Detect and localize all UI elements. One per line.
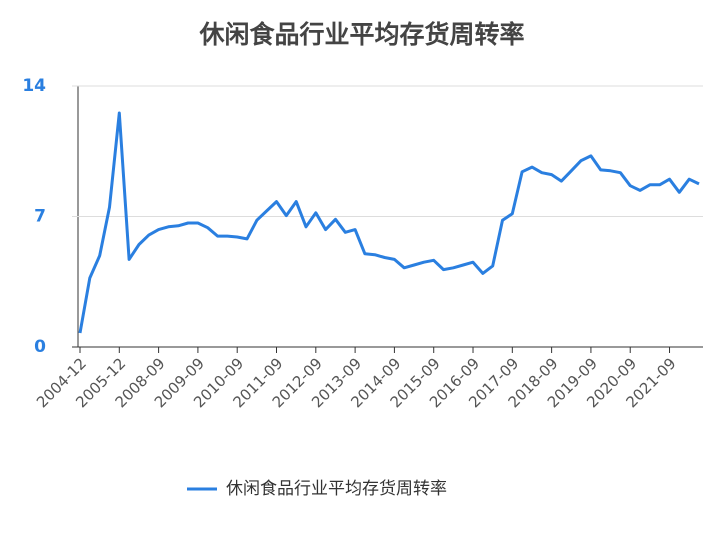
chart-title: 休闲食品行业平均存货周转率	[198, 20, 524, 49]
line-series	[78, 111, 700, 334]
legend-label: 休闲食品行业平均存货周转率	[226, 479, 447, 499]
y-tick-label: 14	[22, 76, 46, 96]
y-tick-label: 7	[34, 207, 46, 227]
y-tick-label: 0	[34, 337, 46, 357]
